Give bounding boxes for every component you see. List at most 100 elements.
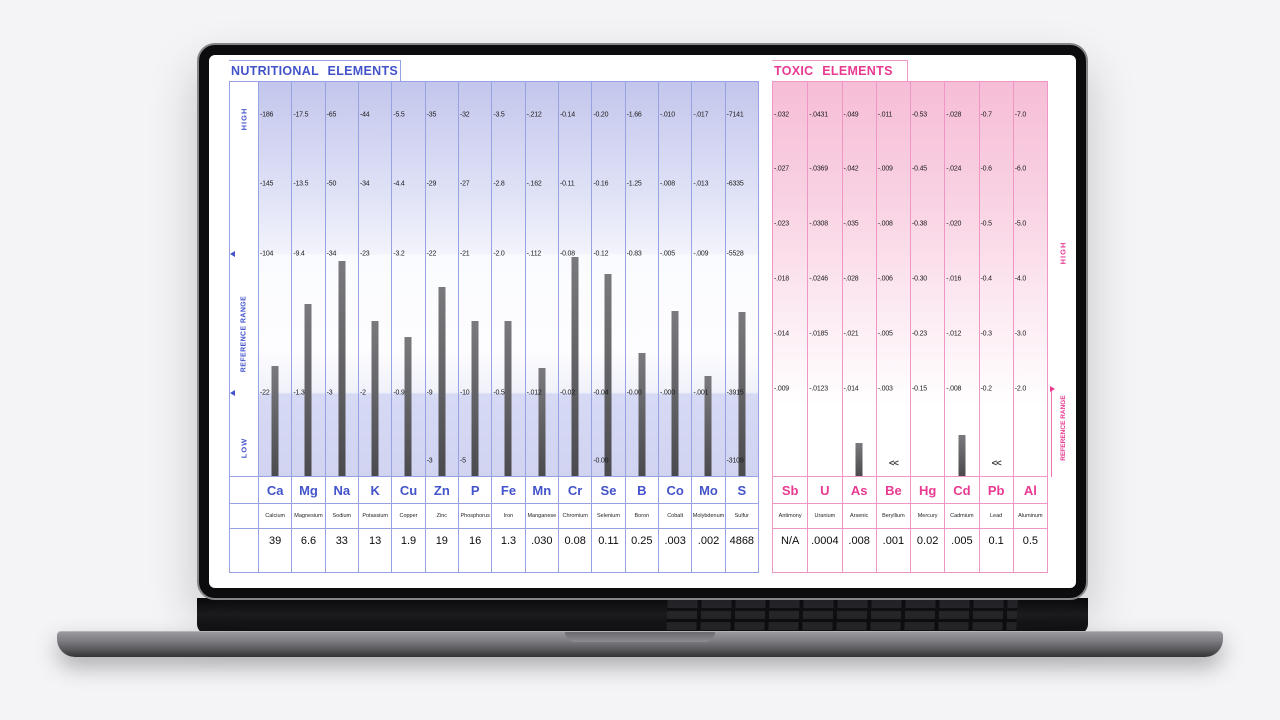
value-bar xyxy=(704,376,712,476)
scale-tick: -.112 xyxy=(526,250,542,258)
column-u: -.0431 -.0369 -.0308 -.0246 -.0185 -.0123 xyxy=(807,82,841,476)
element-value: .008 xyxy=(841,529,876,572)
keyboard-keys xyxy=(666,600,1018,630)
scale-tick: -3.2 xyxy=(393,250,405,258)
scale-tick: -0.15 xyxy=(912,385,927,393)
scale-tick: -23 xyxy=(359,250,370,258)
scale-tick: -2.0 xyxy=(493,250,505,258)
value-bar xyxy=(371,320,379,476)
scale-tick: -0.83 xyxy=(626,250,642,258)
element-name: Copper xyxy=(391,504,424,528)
element-value: 0.1 xyxy=(978,529,1013,572)
column-cr: -0.14 -0.11 -0.08 -0.02 xyxy=(557,82,591,476)
nutritional-panel: NUTRITIONAL ELEMENTS HIGH REFERENCE RANG… xyxy=(229,60,759,573)
scale-tick: -0.12 xyxy=(593,250,609,258)
element-name: Aluminum xyxy=(1012,504,1047,528)
scale-tick: -34 xyxy=(359,180,370,188)
axis-label-high: HIGH xyxy=(239,107,249,131)
scale-tick: -5528 xyxy=(726,250,744,258)
element-symbol: P xyxy=(457,477,491,503)
value-bar xyxy=(304,303,312,476)
value-bar xyxy=(638,353,646,476)
value-bar xyxy=(958,435,966,476)
value-bar xyxy=(571,256,579,476)
scale-tick: -.212 xyxy=(526,111,542,119)
scale-tick: -.003 xyxy=(877,385,893,393)
scale-tick: -0.14 xyxy=(559,111,575,119)
scale-tick: -.005 xyxy=(659,250,675,258)
element-name: Mercury xyxy=(910,504,944,528)
scale-tick: -.028 xyxy=(946,111,962,119)
element-value: 16 xyxy=(457,529,491,572)
element-name: Sulfur xyxy=(724,504,758,528)
scale-tick: -44 xyxy=(359,111,370,119)
value-bar xyxy=(855,443,863,476)
element-value: .003 xyxy=(657,529,691,572)
nutritional-axis: HIGH REFERENCE RANGE LOW xyxy=(230,82,258,476)
below-range-marker: << xyxy=(991,458,1002,469)
element-name: Manganese xyxy=(524,504,558,528)
scale-tick: -186 xyxy=(260,111,274,119)
toxic-title: TOXIC ELEMENTS xyxy=(772,60,908,81)
element-name: Sodium xyxy=(324,504,358,528)
nutritional-chart: HIGH REFERENCE RANGE LOW -186 -145 -104 -22… xyxy=(229,81,759,573)
reference-range-marker xyxy=(1050,386,1055,392)
scale-tick: -.0246 xyxy=(809,275,828,283)
element-value: 4868 xyxy=(724,529,758,572)
element-symbol: Be xyxy=(875,477,910,503)
scale-tick: -.012 xyxy=(526,389,542,397)
element-value: N/A xyxy=(780,535,800,547)
scale-tick: -.024 xyxy=(946,165,962,173)
scale-tick: -4.4 xyxy=(393,180,405,188)
element-symbol: As xyxy=(841,477,876,503)
value-bar xyxy=(404,336,412,476)
value-bar xyxy=(338,261,346,476)
element-value: 0.5 xyxy=(1012,529,1047,572)
scale-tick: -1.25 xyxy=(626,180,642,188)
scale-tick: -35 xyxy=(426,111,437,119)
scale-tick: -.008 xyxy=(877,220,893,228)
element-value: .030 xyxy=(524,529,558,572)
scale-tick: -3 xyxy=(326,389,333,397)
scale-tick: -6.0 xyxy=(1014,165,1027,173)
laptop-mockup: NUTRITIONAL ELEMENTS HIGH REFERENCE RANG… xyxy=(197,43,1088,600)
scale-tick: -9.4 xyxy=(293,250,305,258)
laptop-screen: NUTRITIONAL ELEMENTS HIGH REFERENCE RANG… xyxy=(209,55,1076,588)
column-pb: -0.7 -0.6 -0.5 -0.4 -0.3 -0.2 << xyxy=(978,82,1013,476)
scale-tick: -3915 xyxy=(726,389,744,397)
scale-tick: -1.3 xyxy=(293,389,305,397)
element-name: Potassium xyxy=(357,504,391,528)
column-mg: -17.5 -13.5 -9.4 -1.3 xyxy=(291,82,324,476)
axis-label-high: HIGH xyxy=(1058,241,1068,265)
element-value: 33 xyxy=(324,529,358,572)
scale-tick: -3 xyxy=(426,457,433,465)
element-name: Zinc xyxy=(424,504,458,528)
scale-tick: -.009 xyxy=(877,165,893,173)
nutritional-value-row: 39 6.6 33 13 1.9 19 16 1.3.030 0.08 0.11 0.25.003.… xyxy=(230,528,758,572)
element-symbol: Ca xyxy=(258,477,291,503)
column-be: -.011 -.009 -.008 -.006 -.005 -.003 << xyxy=(875,82,910,476)
value-bar xyxy=(471,320,479,476)
scale-tick: -0.38 xyxy=(912,220,927,228)
nutritional-name-row: Calcium Magnesium Sodium Potassium Copper Zin… xyxy=(230,503,758,528)
axis-spacer xyxy=(230,477,258,503)
scale-tick: -.013 xyxy=(693,180,709,188)
scale-tick: -0.53 xyxy=(912,111,927,119)
column-cd: -.028 -.024 -.020 -.016 -.012 -.008 xyxy=(944,82,978,476)
column-k: -44 -34 -23 -2 xyxy=(357,82,391,476)
scale-tick: -0.08 xyxy=(559,250,575,258)
scale-tick: -0.2 xyxy=(980,385,992,393)
scale-tick: -0.02 xyxy=(559,389,575,397)
toxic-symbol-row: Sb U As Be Hg Cd Pb Al xyxy=(773,476,1047,503)
scale-tick: -.014 xyxy=(843,385,859,393)
column-hg: -0.53 -0.45 -0.38 -0.30 -0.23 -0.15 xyxy=(910,82,944,476)
scale-tick: -34 xyxy=(326,250,337,258)
element-value: 1.3 xyxy=(491,529,524,572)
element-name: Beryllium xyxy=(875,504,910,528)
nutritional-title: NUTRITIONAL ELEMENTS xyxy=(229,60,401,81)
scale-tick: -.021 xyxy=(843,330,859,338)
column-s: -7141 -6335 -5528 -3915 -3109 xyxy=(724,82,758,476)
scale-tick: -13.5 xyxy=(293,180,309,188)
scale-tick: -7.0 xyxy=(1014,111,1027,119)
scale-tick: -29 xyxy=(426,180,437,188)
